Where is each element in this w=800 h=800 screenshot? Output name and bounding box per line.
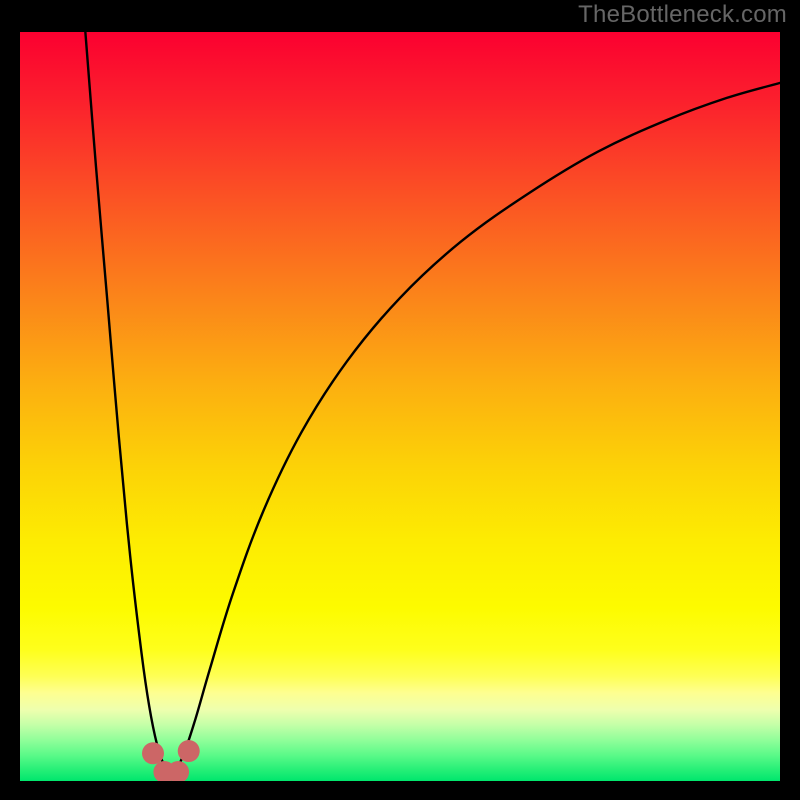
chart-frame: TheBottleneck.com (0, 0, 800, 800)
cusp-marker-dot (178, 740, 200, 762)
bottleneck-curve (85, 32, 780, 776)
watermark-text: TheBottleneck.com (578, 1, 787, 29)
cusp-marker-dot (142, 742, 164, 764)
curve-layer (20, 32, 780, 781)
plot-area (20, 32, 780, 781)
